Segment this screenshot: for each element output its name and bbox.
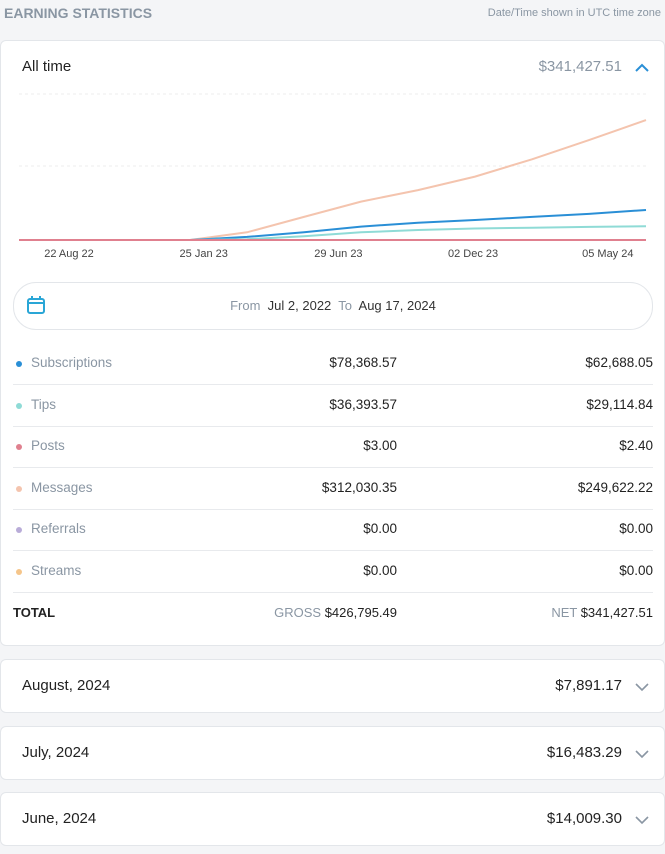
- timezone-note: Date/Time shown in UTC time zone: [487, 7, 661, 19]
- series-line: [19, 119, 647, 241]
- collapse-toggle[interactable]: [634, 60, 650, 76]
- net-label: NET: [551, 605, 578, 620]
- month: July, 2024: [22, 743, 90, 761]
- expand-icon: [635, 683, 649, 692]
- earning-row: Messages $312,030.35 $249,622.22: [13, 468, 653, 510]
- net: $0.00: [619, 563, 653, 578]
- gross: $78,368.57: [329, 355, 397, 370]
- category: Subscriptions: [31, 355, 113, 370]
- earning-row: Streams $0.00 $0.00: [13, 551, 653, 593]
- header: EARNING STATISTICS Date/Time shown in UT…: [0, 0, 665, 28]
- date-range[interactable]: From Jul 2, 2022 To Aug 17, 2024: [13, 282, 653, 330]
- month: June, 2024: [22, 810, 97, 827]
- total-row: TOTAL GROSS $426,795.49 NET $341,427.51: [13, 592, 653, 631]
- gross-label: GROSS: [274, 605, 322, 620]
- net: $0.00: [619, 521, 653, 537]
- all-time-card: All time $341,427.51 22 Aug 22 25 Jan 23 2…: [0, 40, 665, 646]
- title: EARNING STATISTICS: [4, 5, 153, 21]
- gross: $36,393.57: [329, 396, 397, 412]
- x-tick-label: 02 Dec 23: [448, 248, 498, 260]
- net: $249,622.22: [577, 479, 653, 495]
- category: Referrals: [31, 521, 86, 537]
- dot: [16, 444, 22, 451]
- from-date: Jul 2, 2022: [267, 298, 332, 313]
- series-line: [19, 209, 647, 241]
- series-line: [19, 225, 647, 241]
- calendar-icon: [27, 296, 45, 314]
- earning-row: Referrals $0.00 $0.00: [13, 509, 653, 552]
- earning-row: Posts $3.00 $2.40: [13, 426, 653, 469]
- period: All time: [22, 58, 72, 75]
- x-tick-label: 25 Jan 23: [180, 248, 228, 260]
- gross: $312,030.35: [321, 479, 397, 495]
- gross: $3.00: [363, 438, 397, 454]
- dot: [16, 527, 22, 534]
- month-total: $7,891.17: [555, 677, 622, 694]
- category: Streams: [31, 563, 82, 578]
- dot: [16, 569, 22, 575]
- x-tick-label: 22 Aug 22: [44, 248, 94, 260]
- x-tick-label: 05 May 24: [582, 248, 633, 260]
- earning-row: Tips $36,393.57 $29,114.84: [13, 385, 653, 427]
- from-label: From: [230, 298, 261, 313]
- dot: [16, 485, 22, 492]
- net: $2.40: [619, 438, 653, 454]
- expand-icon: [635, 816, 649, 825]
- gross-total: $426,795.49: [324, 605, 397, 620]
- month-card[interactable]: July, 2024 $16,483.29: [0, 725, 665, 780]
- total-label: TOTAL: [13, 605, 56, 620]
- to-date: Aug 17, 2024: [358, 298, 436, 313]
- category: Messages: [31, 479, 93, 495]
- earning-row: Subscriptions $78,368.57 $62,688.05: [13, 343, 653, 385]
- month-card[interactable]: June, 2024 $14,009.30: [0, 792, 665, 846]
- chart: 22 Aug 22 25 Jan 23 29 Jun 23 02 Dec 23 05 M…: [19, 93, 647, 260]
- gross: $0.00: [363, 563, 397, 578]
- dot: [16, 361, 22, 367]
- x-tick-label: 29 Jun 23: [314, 248, 362, 260]
- category: Tips: [31, 396, 57, 412]
- dot: [16, 402, 22, 409]
- expand-icon: [635, 749, 649, 758]
- gross: $0.00: [363, 521, 397, 537]
- month-total: $14,009.30: [546, 810, 622, 827]
- month: August, 2024: [22, 677, 111, 694]
- month-total: $16,483.29: [546, 743, 622, 761]
- net: $62,688.05: [585, 355, 653, 370]
- to-label: To: [338, 298, 353, 313]
- net-total: $341,427.51: [580, 605, 653, 620]
- category: Posts: [31, 438, 65, 454]
- month-card[interactable]: August, 2024 $7,891.17: [0, 659, 665, 713]
- net: $29,114.84: [586, 396, 653, 412]
- total: $341,427.51: [538, 58, 622, 75]
